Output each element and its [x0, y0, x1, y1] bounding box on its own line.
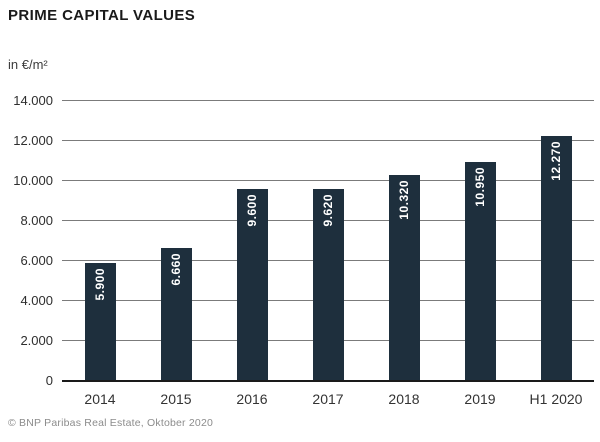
unit-label: in €/m²: [8, 57, 48, 72]
x-axis-labels: 2014 2015 2016 2017 2018 2019 H1 2020: [62, 391, 594, 407]
bar-slot: 10.950: [442, 101, 518, 381]
bar-value-label: 5.900: [93, 268, 107, 301]
gridline: [62, 100, 594, 101]
y-tick-label: 12.000: [13, 133, 53, 148]
bar-value-label: 10.950: [473, 167, 487, 207]
y-tick-label: 6.000: [20, 253, 53, 268]
y-tick-label: 4.000: [20, 293, 53, 308]
bar-2019: 10.950: [464, 162, 496, 381]
x-tick-label: 2015: [160, 391, 192, 407]
x-tick-label: 2018: [388, 391, 420, 407]
x-tick-label: 2017: [312, 391, 344, 407]
y-tick-label: 14.000: [13, 93, 53, 108]
bar-value-label: 9.620: [321, 193, 335, 227]
bar-2017: 9.620: [312, 188, 344, 381]
bar-value-label: 9.600: [245, 194, 259, 227]
bars-layer: 5.900 6.660 9.600 9.620 10.320 10.950 12.270: [62, 101, 594, 381]
bar-value-label: 6.660: [169, 252, 183, 286]
source-credit: © BNP Paribas Real Estate, Oktober 2020: [8, 417, 214, 429]
chart-title: PRIME CAPITAL VALUES: [8, 7, 196, 24]
x-tick-label: H1 2020: [529, 391, 583, 407]
y-tick-label: 10.000: [13, 173, 53, 188]
bar-slot: 9.620: [290, 101, 366, 381]
bar-h1-2020: 12.270: [540, 135, 572, 381]
x-axis-baseline: [62, 380, 594, 382]
y-tick-label: 8.000: [20, 213, 53, 228]
bar-2016: 9.600: [236, 189, 268, 381]
x-tick-label: 2019: [464, 391, 496, 407]
y-tick-label: 2.000: [20, 333, 53, 348]
bar-2018: 10.320: [388, 174, 420, 381]
bar-slot: 12.270: [518, 101, 594, 381]
gridline: [62, 140, 594, 141]
bar-slot: 5.900: [62, 101, 138, 381]
bar-slot: 10.320: [366, 101, 442, 381]
y-tick-label: 0: [45, 373, 53, 388]
bar-2015: 6.660: [160, 247, 192, 381]
bar-value-label: 12.270: [549, 140, 563, 181]
bar-2014: 5.900: [84, 263, 116, 381]
y-axis-labels: 0 2.000 4.000 6.000 8.000 10.000 12.000 14.000: [0, 94, 53, 388]
x-tick-label: 2016: [236, 391, 268, 407]
bar-value-label: 10.320: [397, 179, 411, 220]
gridline: [62, 180, 594, 181]
x-tick-label: 2014: [84, 391, 116, 407]
plot-area: 5.900 6.660 9.600 9.620 10.320 10.950 12.270: [62, 100, 594, 382]
bar-slot: 6.660: [138, 101, 214, 381]
bar-slot: 9.600: [214, 101, 290, 381]
